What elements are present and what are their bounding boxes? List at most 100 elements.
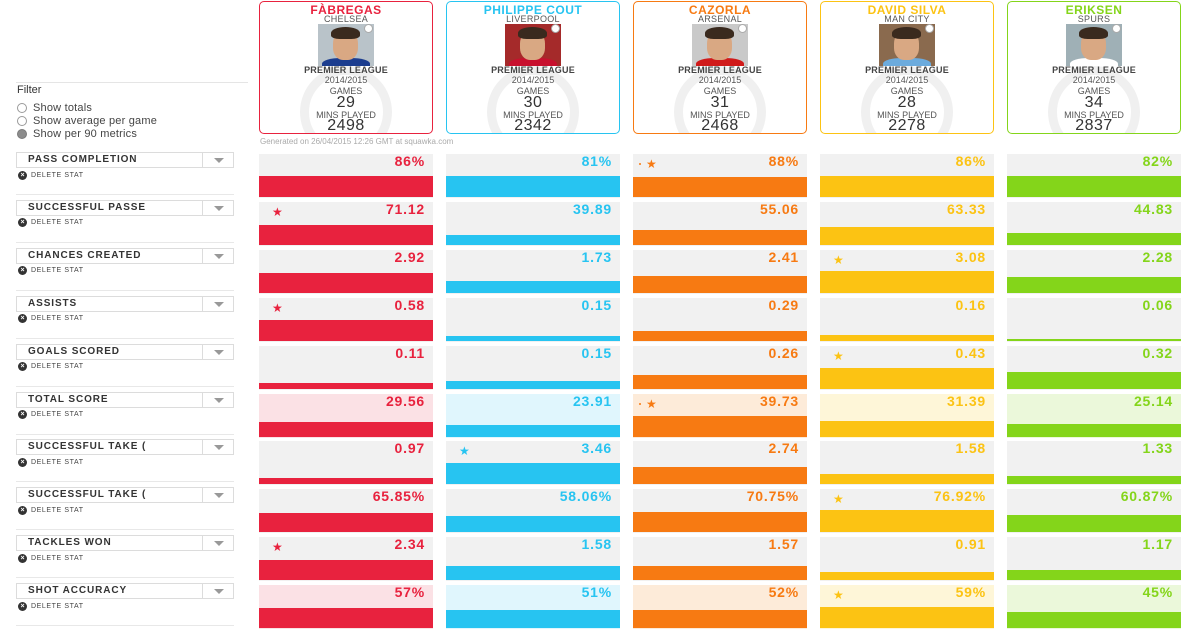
- photo-hair: [892, 27, 921, 39]
- stat-bar: [1007, 423, 1181, 437]
- stat-ring-decoration: [300, 66, 392, 133]
- stat-value: 0.15: [581, 296, 612, 313]
- stat-selector[interactable]: CHANCES CREATED: [16, 247, 234, 264]
- filter-option-per90[interactable]: Show per 90 metrics: [17, 127, 137, 141]
- stat-name[interactable]: SUCCESSFUL TAKE (: [16, 439, 202, 456]
- league-name: PREMIER LEAGUE: [304, 65, 388, 75]
- chevron-down-icon[interactable]: [202, 247, 234, 264]
- stat-selector[interactable]: TOTAL SCORE: [16, 391, 234, 408]
- player-card[interactable]: FÀBREGAS CHELSEA PREMIER LEAGUE 2014/2015 GA…: [259, 1, 433, 134]
- player-card[interactable]: CAZORLA ARSENAL PREMIER LEAGUE 2014/2015 GAM…: [633, 1, 807, 134]
- stat-bar: [446, 380, 620, 389]
- chevron-down-icon[interactable]: [202, 391, 234, 408]
- stat-cell: 2.34 ★: [259, 536, 433, 582]
- stat-value: 60.87%: [1120, 488, 1173, 505]
- dot-icon: [639, 163, 641, 165]
- delete-stat-button[interactable]: × DELETE STAT: [18, 266, 84, 276]
- stat-row: SUCCESSFUL TAKE (× DELETE STAT 65.85% 58.06…: [0, 486, 1200, 534]
- stat-name[interactable]: TACKLES WON: [16, 535, 202, 552]
- player-card[interactable]: ERIKSEN SPURS PREMIER LEAGUE 2014/2015 GAMES…: [1007, 1, 1181, 134]
- delete-stat-button[interactable]: × DELETE STAT: [18, 218, 84, 228]
- chevron-down-icon[interactable]: [202, 583, 234, 600]
- close-icon[interactable]: ×: [18, 266, 27, 276]
- stat-cell: 25.14: [1007, 392, 1181, 438]
- stat-name[interactable]: GOALS SCORED: [16, 343, 202, 360]
- stat-value: 1.58: [581, 536, 612, 553]
- mins-label: MINS PLAYED: [1064, 110, 1124, 120]
- stat-cell: 57%: [259, 584, 433, 630]
- close-icon[interactable]: ×: [18, 170, 27, 180]
- stat-name[interactable]: CHANCES CREATED: [16, 247, 202, 264]
- stat-value: 45%: [1142, 584, 1173, 601]
- stat-name[interactable]: SUCCESSFUL PASSE: [16, 199, 202, 216]
- chevron-down-icon[interactable]: [202, 487, 234, 504]
- radio-selected-icon[interactable]: [17, 129, 27, 139]
- games-label: GAMES: [516, 86, 550, 96]
- chevron-down-icon[interactable]: [202, 535, 234, 552]
- delete-stat-button[interactable]: × DELETE STAT: [18, 505, 84, 515]
- stat-selector[interactable]: ASSISTS: [16, 295, 234, 312]
- chevron-down-icon[interactable]: [202, 295, 234, 312]
- filter-option-average[interactable]: Show average per game: [17, 114, 157, 128]
- stat-bar: [633, 467, 807, 485]
- radio-icon[interactable]: [17, 103, 27, 113]
- stat-value: 1.33: [1142, 440, 1173, 457]
- stat-name[interactable]: SUCCESSFUL TAKE (: [16, 487, 202, 504]
- filter-option-totals[interactable]: Show totals: [17, 101, 92, 115]
- games-value: 28: [897, 94, 917, 111]
- close-icon[interactable]: ×: [18, 505, 27, 515]
- chevron-down-icon[interactable]: [202, 343, 234, 360]
- stat-name[interactable]: PASS COMPLETION: [16, 152, 202, 168]
- stat-value: 63.33: [946, 200, 986, 217]
- close-icon[interactable]: ×: [18, 553, 27, 563]
- stat-bar: [1007, 476, 1181, 485]
- delete-stat-button[interactable]: × DELETE STAT: [18, 457, 84, 467]
- stat-name[interactable]: ASSISTS: [16, 295, 202, 312]
- league-name: PREMIER LEAGUE: [491, 65, 575, 75]
- chevron-down-icon[interactable]: [202, 199, 234, 216]
- stat-selector[interactable]: SUCCESSFUL TAKE (: [16, 439, 234, 456]
- stat-value: 82%: [1142, 153, 1173, 169]
- delete-stat-button[interactable]: × DELETE STAT: [18, 170, 84, 180]
- delete-stat-button[interactable]: × DELETE STAT: [18, 601, 84, 611]
- stat-cell: 0.97: [259, 440, 433, 486]
- row-divider: [16, 625, 234, 627]
- delete-stat-button[interactable]: × DELETE STAT: [18, 553, 84, 563]
- stat-selector[interactable]: PASS COMPLETION: [16, 152, 234, 168]
- close-icon[interactable]: ×: [18, 218, 27, 228]
- delete-stat-button[interactable]: × DELETE STAT: [18, 314, 84, 324]
- stat-name[interactable]: TOTAL SCORE: [16, 391, 202, 408]
- stat-value: 0.26: [768, 344, 799, 361]
- row-divider: [16, 433, 234, 435]
- close-icon[interactable]: ×: [18, 601, 27, 611]
- stat-selector[interactable]: SHOT ACCURACY: [16, 583, 234, 600]
- stat-bar: [446, 234, 620, 245]
- player-card[interactable]: PHILIPPE COUT LIVERPOOL PREMIER LEAGUE 2014…: [446, 1, 620, 134]
- delete-stat-button[interactable]: × DELETE STAT: [18, 410, 84, 420]
- stat-value: 76.92%: [933, 488, 986, 505]
- stat-value: 25.14: [1133, 392, 1173, 409]
- stat-cell: 58.06%: [446, 488, 620, 534]
- stat-value: 51%: [581, 584, 612, 601]
- delete-stat-button[interactable]: × DELETE STAT: [18, 362, 84, 372]
- chevron-down-icon[interactable]: [202, 439, 234, 456]
- close-icon[interactable]: ×: [18, 410, 27, 419]
- close-icon[interactable]: ×: [18, 457, 27, 467]
- close-icon[interactable]: ×: [18, 314, 27, 324]
- radio-icon[interactable]: [17, 116, 27, 126]
- stat-value: 57%: [394, 584, 425, 601]
- row-divider: [16, 385, 234, 387]
- player-card[interactable]: DAVID SILVA MAN CITY PREMIER LEAGUE 2014/20…: [820, 1, 994, 134]
- stat-value: 70.75%: [746, 488, 799, 505]
- close-icon[interactable]: ×: [18, 362, 27, 372]
- stat-selector[interactable]: SUCCESSFUL PASSE: [16, 199, 234, 216]
- league-name: PREMIER LEAGUE: [865, 65, 949, 75]
- stat-selector[interactable]: TACKLES WON: [16, 535, 234, 552]
- stat-selector[interactable]: GOALS SCORED: [16, 343, 234, 360]
- stat-name[interactable]: SHOT ACCURACY: [16, 583, 202, 600]
- chevron-down-icon[interactable]: [202, 152, 234, 168]
- games-value: 34: [1084, 94, 1104, 111]
- stat-bar: [1007, 371, 1181, 389]
- season: 2014/2015: [885, 75, 929, 85]
- stat-selector[interactable]: SUCCESSFUL TAKE (: [16, 487, 234, 504]
